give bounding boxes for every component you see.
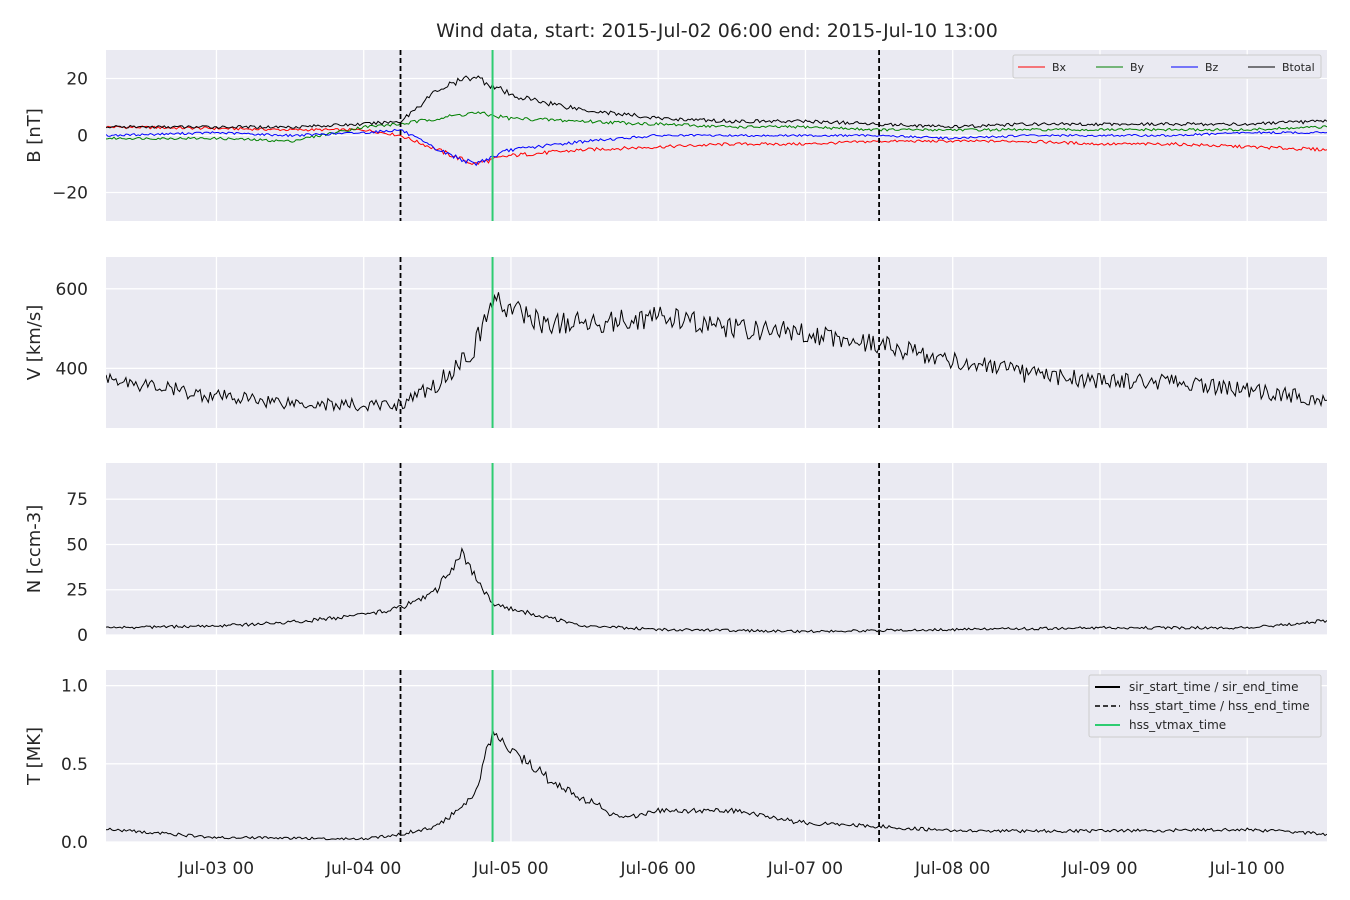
t-legend-label: sir_start_time / sir_end_time (1129, 680, 1299, 694)
y-tick-label: −20 (52, 184, 88, 204)
t-legend-label: hss_start_time / hss_end_time (1129, 699, 1310, 713)
y-tick-label: 25 (66, 581, 88, 601)
y-axis-label: T [MK] (24, 727, 45, 786)
series-line-by (106, 111, 1327, 143)
series-line-n (106, 547, 1327, 634)
y-axis-label: B [nT] (24, 108, 45, 163)
panels-group: 20 0 −20 B [nT] 600 400 V [km/s] 75 50 25 0 N [ccm-… (24, 50, 1327, 879)
x-tick-label: Jul-06 00 (620, 859, 696, 879)
x-tick-label: Jul-04 00 (325, 859, 401, 879)
x-tick-label: Jul-03 00 (178, 859, 254, 879)
b-legend-label: Bz (1205, 61, 1219, 74)
y-axis-label: V [km/s] (24, 305, 45, 380)
t-legend-label: hss_vtmax_time (1129, 718, 1226, 732)
x-tick-label: Jul-08 00 (914, 859, 990, 879)
series-line-v (106, 292, 1327, 412)
y-tick-label: 0 (77, 626, 88, 646)
series-line-t (106, 729, 1327, 841)
chart-title: Wind data, start: 2015-Jul-02 06:00 end:… (436, 20, 998, 42)
y-tick-label: 0 (77, 127, 88, 147)
y-tick-label: 50 (66, 535, 88, 555)
plot-area-1 (106, 257, 1327, 428)
series-line-bx (106, 125, 1327, 166)
b-legend: Bx By Bz Btotal (1012, 54, 1322, 79)
series-line-btotal (106, 75, 1327, 129)
series-line-bz (106, 128, 1327, 167)
b-legend-label: Bx (1052, 61, 1067, 74)
y-tick-label: 1.0 (61, 677, 88, 697)
y-axis-label: N [ccm-3] (24, 505, 45, 594)
y-tick-label: 75 (66, 490, 88, 510)
y-tick-label: 400 (56, 359, 88, 379)
b-legend-label: Btotal (1282, 61, 1315, 74)
b-legend-box (1012, 54, 1322, 79)
x-tick-label: Jul-09 00 (1061, 859, 1137, 879)
y-tick-label: 600 (56, 280, 88, 300)
t-legend: sir_start_time / sir_end_time hss_start_t… (1088, 674, 1322, 738)
t-legend-box (1088, 674, 1322, 738)
y-tick-label: 20 (66, 70, 88, 90)
x-tick-label: Jul-07 00 (767, 859, 843, 879)
x-tick-label: Jul-10 00 (1209, 859, 1285, 879)
y-tick-label: 0.0 (61, 833, 88, 853)
y-tick-label: 0.5 (61, 755, 88, 775)
b-legend-label: By (1130, 61, 1145, 74)
x-tick-label: Jul-05 00 (472, 859, 548, 879)
plot-area-2 (106, 463, 1327, 635)
